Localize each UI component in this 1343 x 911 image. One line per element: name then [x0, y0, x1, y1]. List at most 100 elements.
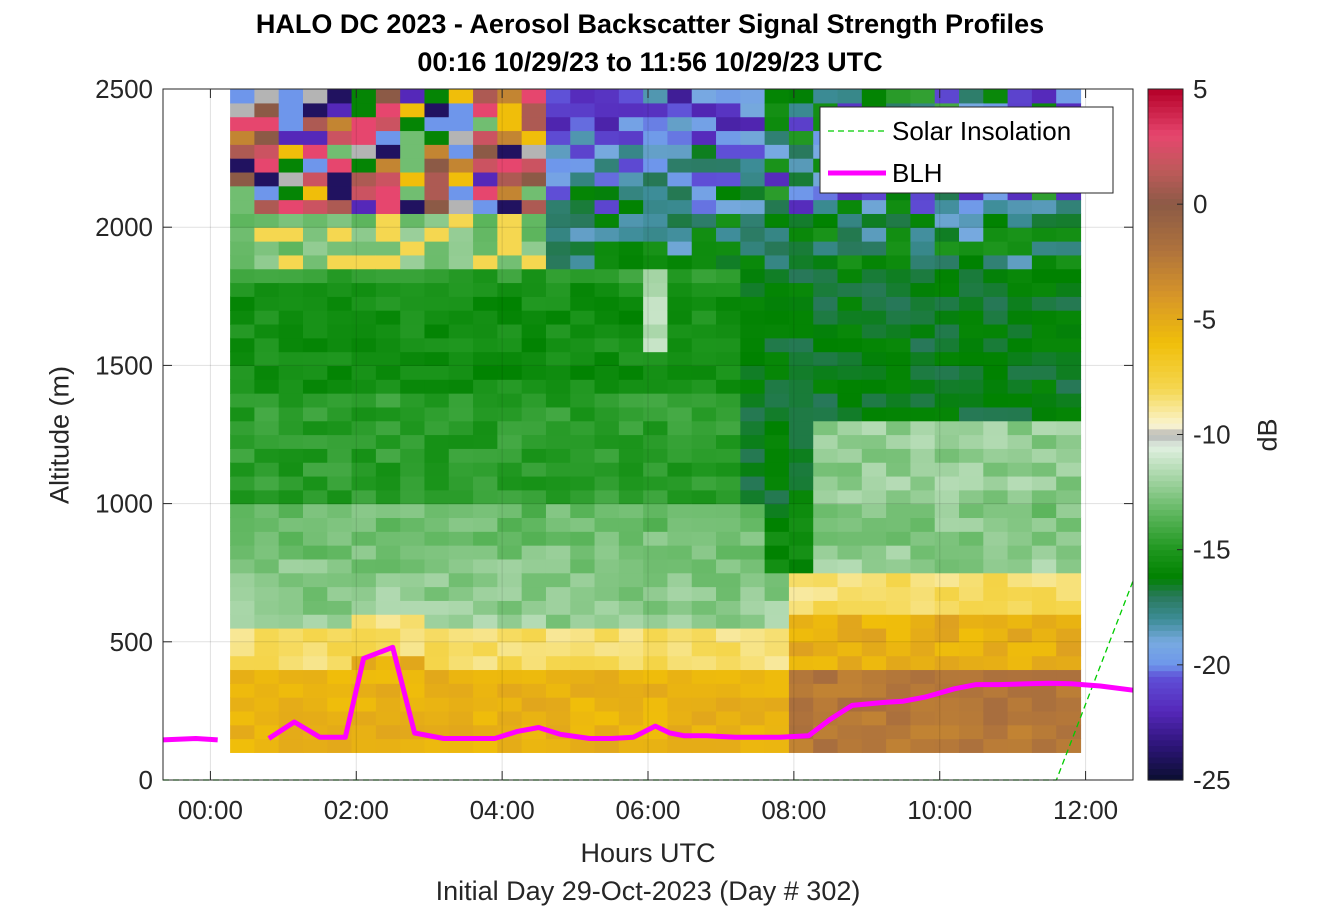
heatmap-cell — [910, 254, 936, 270]
colorbar-segment — [1148, 353, 1183, 361]
heatmap-cell — [278, 545, 304, 560]
heatmap-cell — [910, 724, 936, 740]
heatmap-cell — [521, 545, 547, 560]
heatmap-cell — [424, 171, 450, 187]
heatmap-cell — [570, 586, 596, 601]
heatmap-cell — [740, 310, 766, 325]
heatmap-cell — [716, 227, 741, 242]
heatmap-cell — [1056, 697, 1082, 712]
heatmap-cell — [643, 697, 669, 712]
heatmap-cell — [570, 489, 596, 505]
heatmap-cell — [959, 406, 984, 422]
heatmap-cell — [716, 102, 741, 118]
heatmap-cell — [740, 586, 766, 601]
heatmap-cell — [643, 268, 669, 284]
heatmap-cell — [545, 323, 571, 339]
heatmap-cell — [934, 282, 960, 297]
heatmap-cell — [497, 434, 523, 449]
heatmap-cell — [716, 738, 741, 753]
heatmap-cell — [788, 268, 814, 284]
heatmap-cell — [1056, 199, 1082, 214]
colorbar-segment — [1148, 722, 1183, 729]
heatmap-cell — [521, 241, 547, 256]
heatmap-cell — [375, 130, 401, 145]
heatmap-cell — [1007, 213, 1033, 228]
heatmap-cell — [934, 669, 960, 684]
heatmap-cell — [545, 558, 571, 574]
heatmap-cell — [788, 462, 814, 477]
heatmap-cell — [618, 517, 644, 532]
heatmap-cell — [983, 89, 1009, 104]
heatmap-cell — [594, 531, 620, 546]
heatmap-cell — [934, 600, 960, 615]
heatmap-cell — [351, 393, 377, 408]
heatmap-cell — [716, 558, 741, 574]
heatmap-cell — [473, 420, 498, 436]
heatmap-cell — [302, 669, 328, 684]
heatmap-cell — [910, 268, 936, 284]
heatmap-cell — [983, 393, 1009, 408]
heatmap-cell — [278, 655, 304, 671]
heatmap-cell — [521, 185, 547, 201]
heatmap-cell — [934, 475, 960, 491]
heatmap-cell — [254, 227, 280, 242]
heatmap-cell — [424, 462, 450, 477]
heatmap-cell — [667, 227, 693, 242]
heatmap-cell — [1056, 462, 1082, 477]
heatmap-cell — [448, 199, 474, 214]
heatmap-cell — [764, 241, 790, 256]
heatmap-cell — [1007, 531, 1033, 546]
heatmap-cell — [278, 669, 304, 684]
heatmap-cell — [424, 710, 450, 726]
heatmap-cell — [837, 655, 863, 671]
colorbar-tick-label: 5 — [1193, 74, 1207, 104]
heatmap-cell — [1056, 254, 1082, 270]
colorbar-segment — [1148, 613, 1183, 620]
heatmap-cell — [497, 600, 523, 615]
heatmap-cell — [618, 489, 644, 505]
heatmap-cell — [230, 710, 255, 726]
heatmap-cell — [910, 710, 936, 726]
heatmap-cell — [716, 282, 741, 297]
heatmap-cell — [886, 268, 912, 284]
heatmap-cell — [400, 199, 426, 214]
colorbar-tick-label: -25 — [1193, 765, 1231, 795]
heatmap-cell — [327, 517, 353, 532]
heatmap-cell — [691, 627, 717, 643]
heatmap-cell — [448, 144, 474, 159]
heatmap-cell — [1056, 227, 1082, 242]
heatmap-cell — [497, 655, 523, 671]
heatmap-cell — [1031, 724, 1057, 740]
heatmap-cell — [448, 448, 474, 463]
heatmap-cell — [278, 462, 304, 477]
colorbar-segment — [1148, 503, 1183, 510]
heatmap-cell — [594, 558, 620, 574]
heatmap-cell — [764, 697, 790, 712]
heatmap-cell — [545, 310, 571, 325]
heatmap-cell — [1007, 268, 1033, 284]
heatmap-cell — [254, 669, 280, 684]
heatmap-cell — [375, 724, 401, 740]
heatmap-cell — [910, 517, 936, 532]
heatmap-cell — [594, 171, 620, 187]
heatmap-cell — [497, 517, 523, 532]
heatmap-cell — [497, 697, 523, 712]
heatmap-cell — [278, 310, 304, 325]
heatmap-cell — [1031, 697, 1057, 712]
heatmap-cell — [764, 558, 790, 574]
heatmap-cell — [327, 710, 353, 726]
heatmap-cell — [618, 241, 644, 256]
heatmap-cell — [691, 434, 717, 449]
heatmap-cell — [254, 600, 280, 615]
heatmap-cell — [813, 351, 839, 366]
heatmap-cell — [618, 296, 644, 311]
heatmap-cell — [910, 614, 936, 629]
heatmap-cell — [230, 683, 255, 698]
heatmap-cell — [740, 241, 766, 256]
heatmap-cell — [351, 89, 377, 104]
heatmap-cell — [716, 241, 741, 256]
heatmap-cell — [643, 475, 669, 491]
heatmap-cell — [278, 241, 304, 256]
heatmap-cell — [327, 241, 353, 256]
heatmap-cell — [813, 323, 839, 339]
